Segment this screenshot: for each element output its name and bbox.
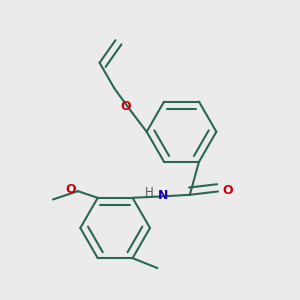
Text: N: N [158,189,168,202]
Text: O: O [66,183,76,196]
Text: O: O [121,100,131,112]
Text: H: H [145,186,153,199]
Text: O: O [222,184,232,197]
